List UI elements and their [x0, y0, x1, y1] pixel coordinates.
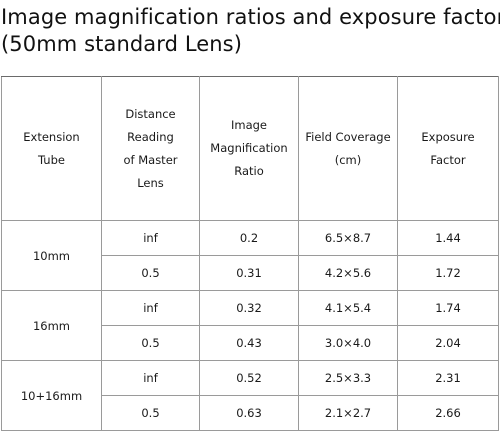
- factor-cell: 1.72: [397, 255, 499, 291]
- factor-cell: 2.31: [397, 360, 499, 396]
- header-exposure-factor: Exposure Factor: [397, 76, 499, 221]
- distance-cell: inf: [101, 360, 200, 396]
- header-row: Extension Tube Distance Reading of Maste…: [1, 76, 499, 221]
- table-row: 0.5 0.63 2.1×2.7 2.66: [2, 395, 499, 431]
- header-distance-reading: Distance Reading of Master Lens: [101, 76, 200, 221]
- table-row: 10+16mm inf 0.52 2.5×3.3 2.31: [1, 360, 499, 431]
- ratio-cell: 0.2: [199, 220, 299, 256]
- distance-cell: inf: [101, 220, 200, 256]
- coverage-cell: 2.1×2.7: [298, 395, 398, 431]
- tube-cell: 16mm: [1, 290, 102, 361]
- table-row: 16mm inf 0.32 4.1×5.4 1.74: [1, 290, 499, 361]
- distance-cell: inf: [101, 290, 200, 326]
- title-line-2: (50mm standard Lens): [1, 32, 243, 56]
- distance-cell: 0.5: [101, 255, 200, 291]
- coverage-cell: 2.5×3.3: [298, 360, 398, 396]
- factor-cell: 2.66: [397, 395, 499, 431]
- title-line-1: Image magnification ratios and exposure …: [1, 5, 500, 29]
- ratio-cell: 0.32: [199, 290, 299, 326]
- coverage-cell: 6.5×8.7: [298, 220, 398, 256]
- tube-cell: 10mm: [1, 220, 102, 291]
- table-row: 10mm inf 0.2 6.5×8.7 1.44: [1, 220, 499, 291]
- header-magnification-ratio: Image Magnification Ratio: [199, 76, 299, 221]
- ratio-cell: 0.43: [199, 325, 299, 361]
- factor-cell: 2.04: [397, 325, 499, 361]
- ratio-cell: 0.52: [199, 360, 299, 396]
- table-row: 0.5 0.31 4.2×5.6 1.72: [2, 255, 499, 291]
- coverage-cell: 4.1×5.4: [298, 290, 398, 326]
- header-extension-tube: Extension Tube: [1, 76, 102, 221]
- ratio-cell: 0.31: [199, 255, 299, 291]
- tube-cell: 10+16mm: [1, 360, 102, 431]
- page-title: Image magnification ratios and exposure …: [0, 4, 500, 58]
- ratio-cell: 0.63: [199, 395, 299, 431]
- coverage-cell: 4.2×5.6: [298, 255, 398, 291]
- header-field-coverage: Field Coverage (cm): [298, 76, 398, 221]
- distance-cell: 0.5: [101, 325, 200, 361]
- magnification-table: Extension Tube Distance Reading of Maste…: [1, 76, 499, 431]
- distance-cell: 0.5: [101, 395, 200, 431]
- factor-cell: 1.44: [397, 220, 499, 256]
- table-row: 0.5 0.43 3.0×4.0 2.04: [2, 325, 499, 361]
- coverage-cell: 3.0×4.0: [298, 325, 398, 361]
- factor-cell: 1.74: [397, 290, 499, 326]
